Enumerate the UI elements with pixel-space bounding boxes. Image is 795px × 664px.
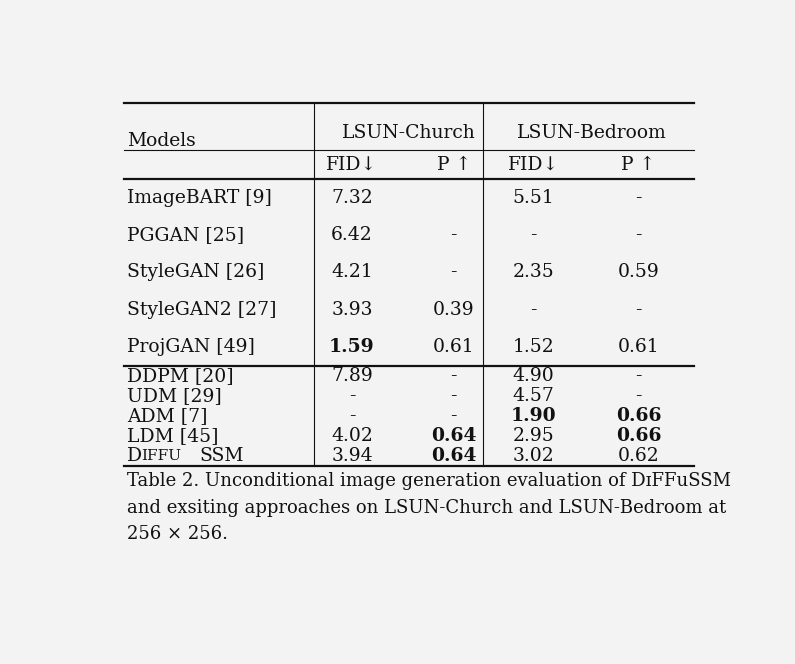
Text: -: - (530, 226, 537, 244)
Text: 4.57: 4.57 (513, 387, 555, 405)
Text: 4.21: 4.21 (331, 264, 373, 282)
Text: 0.62: 0.62 (618, 447, 659, 465)
Text: -: - (530, 301, 537, 319)
Text: StyleGAN [26]: StyleGAN [26] (127, 264, 265, 282)
Text: 0.39: 0.39 (432, 301, 475, 319)
Text: PGGAN [25]: PGGAN [25] (127, 226, 244, 244)
Text: P ↑: P ↑ (436, 155, 471, 173)
Text: P ↑: P ↑ (622, 155, 656, 173)
Text: 4.02: 4.02 (331, 427, 373, 445)
Text: ADM [7]: ADM [7] (127, 407, 207, 425)
Text: -: - (635, 226, 642, 244)
Text: -: - (451, 264, 457, 282)
Text: 0.64: 0.64 (431, 447, 476, 465)
Text: 3.93: 3.93 (332, 301, 373, 319)
Text: LSUN-Church: LSUN-Church (342, 124, 476, 142)
Text: 5.51: 5.51 (513, 189, 555, 207)
Text: 1.52: 1.52 (513, 338, 555, 357)
Text: 6.42: 6.42 (331, 226, 373, 244)
Text: -: - (635, 367, 642, 385)
Text: -: - (349, 407, 355, 425)
Text: -: - (349, 387, 355, 405)
Text: -: - (451, 387, 457, 405)
Text: -: - (451, 407, 457, 425)
Text: 0.61: 0.61 (432, 338, 475, 357)
Text: ImageBART [9]: ImageBART [9] (127, 189, 272, 207)
Text: 1.90: 1.90 (511, 407, 556, 425)
Text: LDM [45]: LDM [45] (127, 427, 219, 445)
Text: SSM: SSM (200, 447, 244, 465)
Text: Table 2. Unconditional image generation evaluation of DɪFFuSSM: Table 2. Unconditional image generation … (127, 472, 731, 490)
Text: StyleGAN2 [27]: StyleGAN2 [27] (127, 301, 277, 319)
Text: 7.32: 7.32 (331, 189, 373, 207)
Text: 0.64: 0.64 (431, 427, 476, 445)
Text: -: - (635, 387, 642, 405)
Text: 256 × 256.: 256 × 256. (127, 525, 228, 543)
Text: 0.59: 0.59 (618, 264, 659, 282)
Text: D: D (127, 447, 142, 465)
Text: 2.35: 2.35 (513, 264, 555, 282)
Text: -: - (635, 301, 642, 319)
Text: -: - (451, 367, 457, 385)
Text: 7.89: 7.89 (331, 367, 373, 385)
Text: ProjGAN [49]: ProjGAN [49] (127, 338, 255, 357)
Text: FID↓: FID↓ (508, 155, 560, 173)
Text: 0.66: 0.66 (616, 407, 661, 425)
Text: 0.66: 0.66 (616, 427, 661, 445)
Text: DDPM [20]: DDPM [20] (127, 367, 234, 385)
Text: -: - (635, 189, 642, 207)
Text: UDM [29]: UDM [29] (127, 387, 222, 405)
Text: and exsiting approaches on LSUN-Church and LSUN-Bedroom at: and exsiting approaches on LSUN-Church a… (127, 499, 727, 517)
Text: 1.59: 1.59 (329, 338, 374, 357)
Text: 0.61: 0.61 (618, 338, 659, 357)
Text: 2.95: 2.95 (513, 427, 555, 445)
Text: IFFU: IFFU (142, 449, 181, 463)
Text: Models: Models (127, 131, 196, 150)
Text: FID↓: FID↓ (327, 155, 378, 173)
Text: 3.02: 3.02 (513, 447, 555, 465)
Text: -: - (451, 226, 457, 244)
Text: 4.90: 4.90 (513, 367, 555, 385)
Text: 3.94: 3.94 (332, 447, 373, 465)
Text: LSUN-Bedroom: LSUN-Bedroom (518, 124, 667, 142)
